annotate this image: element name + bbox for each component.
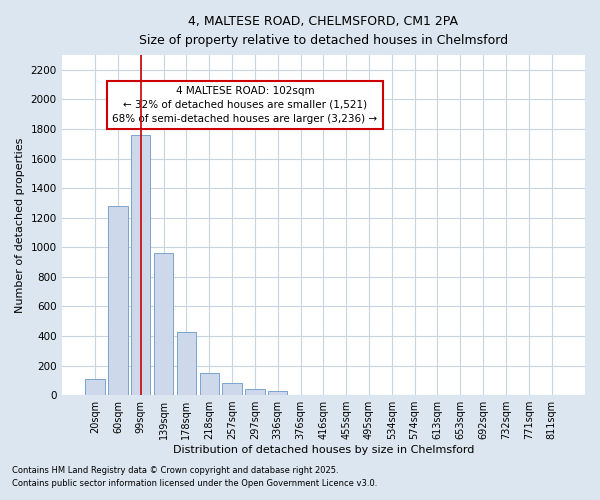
Text: Contains HM Land Registry data © Crown copyright and database right 2025.
Contai: Contains HM Land Registry data © Crown c… [12,466,377,487]
Bar [245,389,265,395]
Y-axis label: Number of detached properties: Number of detached properties [15,138,25,313]
Title: 4, MALTESE ROAD, CHELMSFORD, CM1 2PA
Size of property relative to detached house: 4, MALTESE ROAD, CHELMSFORD, CM1 2PA Siz… [139,15,508,47]
X-axis label: Distribution of detached houses by size in Chelmsford: Distribution of detached houses by size … [173,445,474,455]
Bar [268,392,287,395]
Bar [154,253,173,395]
Bar [223,384,242,395]
Bar [108,206,128,395]
Text: 4 MALTESE ROAD: 102sqm
← 32% of detached houses are smaller (1,521)
68% of semi-: 4 MALTESE ROAD: 102sqm ← 32% of detached… [112,86,377,124]
Bar [85,379,105,395]
Bar [200,373,219,395]
Bar [177,332,196,395]
Bar [131,135,151,395]
